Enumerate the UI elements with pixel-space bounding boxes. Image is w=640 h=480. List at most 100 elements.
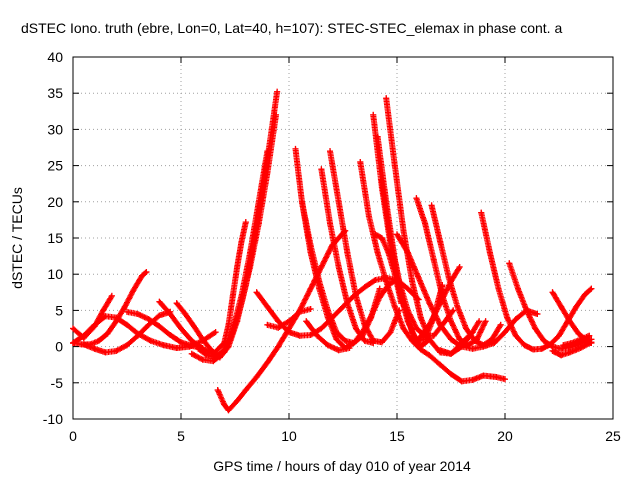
data-point <box>229 292 236 299</box>
data-point <box>394 231 400 238</box>
data-point <box>229 325 236 332</box>
data-point <box>430 256 437 263</box>
y-tick-label: 20 <box>47 194 63 210</box>
data-point <box>344 249 351 256</box>
data-point <box>471 337 478 344</box>
data-point <box>391 162 398 169</box>
data-point <box>370 111 377 118</box>
data-point <box>324 342 331 349</box>
data-point <box>448 371 454 378</box>
data-point <box>100 307 107 314</box>
data-point <box>318 263 325 270</box>
y-tick-label: 0 <box>55 339 63 355</box>
data-point <box>426 300 433 307</box>
series-27 <box>437 318 483 357</box>
series-21 <box>372 231 405 307</box>
data-point <box>91 321 98 328</box>
data-point <box>318 325 325 332</box>
data-point <box>566 349 573 356</box>
series-8 <box>195 148 271 361</box>
data-point <box>437 321 444 328</box>
data-point <box>147 337 154 344</box>
data-point <box>316 278 323 285</box>
data-point <box>374 133 381 140</box>
data-point <box>493 374 500 381</box>
series-31 <box>549 339 595 359</box>
data-point <box>134 332 141 339</box>
data-point <box>504 314 511 321</box>
data-point <box>378 339 385 346</box>
data-point <box>264 359 271 366</box>
data-point <box>143 269 150 276</box>
data-point <box>400 227 407 234</box>
data-point <box>530 346 537 353</box>
data-point <box>238 238 245 245</box>
data-point <box>476 318 483 325</box>
data-point <box>437 300 444 307</box>
series-29 <box>506 260 595 352</box>
data-point <box>188 350 195 357</box>
data-point <box>346 345 353 352</box>
data-point <box>221 347 228 354</box>
y-tick-label: -5 <box>51 375 64 391</box>
data-point <box>415 274 422 281</box>
series-2 <box>70 313 219 352</box>
data-point <box>486 249 493 256</box>
axis-ticks: 0 5 10 15 20 25 -10 -5 0 5 10 15 20 25 30 35 40 <box>43 49 621 444</box>
data-point <box>296 332 303 339</box>
data-point <box>286 329 292 336</box>
data-point <box>178 325 184 332</box>
series-14 <box>303 318 353 354</box>
y-axis-label: dSTEC / TECUs <box>9 187 25 289</box>
data-point <box>469 345 476 352</box>
data-point <box>532 325 539 332</box>
y-tick-label: 25 <box>47 158 63 174</box>
data-point <box>568 339 575 346</box>
data-point <box>195 345 202 352</box>
data-point <box>333 336 340 343</box>
data-point <box>199 356 206 363</box>
series-10 <box>253 274 422 339</box>
data-point <box>478 209 485 216</box>
data-point <box>225 321 232 328</box>
grid-lines <box>73 57 613 419</box>
data-point <box>566 344 573 351</box>
data-point <box>102 313 109 320</box>
y-tick-label: 30 <box>47 121 63 137</box>
data-point <box>145 316 152 323</box>
x-tick-label: 20 <box>497 428 513 444</box>
data-point <box>456 336 463 343</box>
data-point <box>413 325 420 332</box>
data-point <box>124 321 130 328</box>
data-point <box>482 318 489 325</box>
data-point <box>469 376 476 383</box>
data-point <box>376 285 383 292</box>
data-point <box>387 329 394 336</box>
x-tick-label: 5 <box>177 428 185 444</box>
series-4 <box>124 308 206 352</box>
chart-title: dSTEC Iono. truth (ebre, Lon=0, Lat=40, … <box>21 20 562 36</box>
data-point <box>335 263 342 270</box>
data-point <box>391 271 398 278</box>
data-point <box>372 276 379 283</box>
data-point <box>221 401 228 408</box>
data-point <box>480 342 487 349</box>
data-point <box>95 337 102 344</box>
data-point <box>538 345 545 352</box>
data-point <box>167 332 174 339</box>
series-17 <box>357 158 508 385</box>
data-point <box>208 347 215 354</box>
data-point <box>352 292 359 299</box>
data-point <box>303 318 310 325</box>
data-point <box>156 312 163 319</box>
data-point <box>404 307 411 314</box>
data-point <box>417 343 424 350</box>
data-point <box>448 336 454 343</box>
data-point <box>404 285 411 292</box>
data-point <box>383 95 390 102</box>
data-point <box>465 342 472 349</box>
data-point <box>458 343 465 350</box>
data-point <box>422 220 429 227</box>
data-point <box>495 285 502 292</box>
